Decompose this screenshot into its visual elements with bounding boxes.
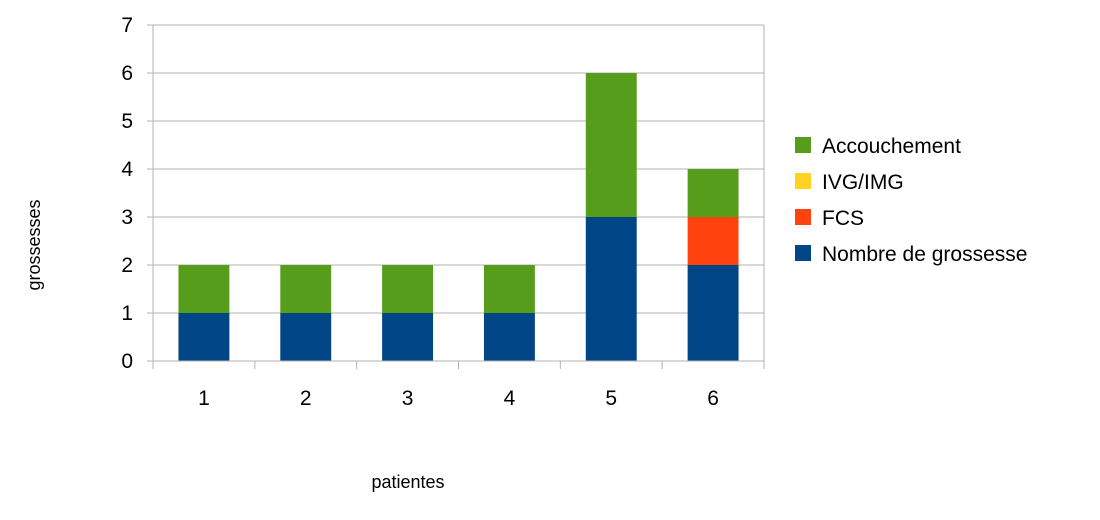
x-tick-label: 5 [605, 387, 617, 410]
bar-segment [483, 265, 535, 313]
y-axis-title: grossesses [24, 199, 44, 290]
y-tick-label: 4 [121, 158, 133, 181]
bar-segment [178, 313, 230, 361]
gridlines [153, 24, 764, 314]
y-tick-label: 2 [121, 254, 133, 277]
y-tick-label: 6 [121, 62, 133, 85]
y-tick-label: 1 [121, 302, 133, 325]
y-tick-labels: 0 1 2 3 4 5 6 7 [121, 14, 133, 373]
x-tick-label: 6 [707, 387, 719, 410]
legend-swatch [795, 173, 811, 189]
x-tick-label: 4 [504, 387, 516, 410]
legend-swatch [795, 245, 811, 261]
legend: Accouchement IVG/IMG FCS Nombre de grossess… [795, 135, 1027, 266]
y-tick-label: 3 [121, 206, 133, 229]
bar-segment [178, 265, 230, 313]
y-tick-label: 5 [121, 110, 133, 133]
x-tick-label: 1 [198, 387, 210, 410]
bar-segment [687, 265, 739, 361]
legend-swatch [795, 209, 811, 225]
bar-segment [280, 313, 332, 361]
x-axis-title: patientes [371, 472, 444, 492]
y-tick-label: 0 [121, 350, 133, 373]
legend-label: FCS [822, 207, 864, 230]
legend-label: IVG/IMG [822, 171, 904, 194]
bar-segment [585, 217, 637, 361]
x-tick-label: 2 [300, 387, 312, 410]
bar-segment [382, 313, 434, 361]
bar-segment [483, 313, 535, 361]
bar-segment [687, 217, 739, 265]
bar-segment [280, 265, 332, 313]
x-tick-labels: 1 2 3 4 5 6 [198, 387, 719, 410]
y-tick-label: 7 [121, 14, 133, 37]
legend-swatch [795, 137, 811, 153]
bars [178, 73, 739, 361]
x-tick-label: 3 [402, 387, 414, 410]
legend-label: Nombre de grossesse [822, 243, 1027, 266]
axes [147, 24, 765, 369]
bar-segment [382, 265, 434, 313]
bar-segment [585, 73, 637, 217]
legend-label: Accouchement [822, 135, 961, 158]
bar-segment [687, 169, 739, 217]
